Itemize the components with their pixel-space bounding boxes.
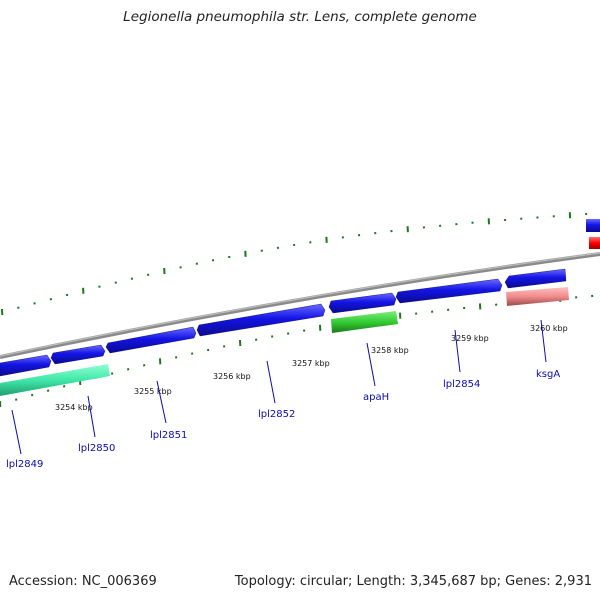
cds-feature-6 bbox=[395, 278, 503, 304]
gene-label-lpl2849: lpl2849 bbox=[6, 459, 43, 470]
gene-label-lpl2854: lpl2854 bbox=[443, 379, 480, 390]
gene-labels: lpl2849 lpl2850 lpl2851 lpl2852 apaH lpl… bbox=[6, 369, 560, 470]
gene-label-lpl2850: lpl2850 bbox=[78, 443, 115, 454]
gene-label-lpl2852: lpl2852 bbox=[258, 409, 295, 420]
kbp-label: 3254 kbp bbox=[55, 403, 93, 412]
backbone-line bbox=[0, 252, 600, 359]
kbp-labels: 3254 kbp 3255 kbp 3256 kbp 3257 kbp 3258… bbox=[55, 324, 568, 412]
kbp-label: 3256 kbp bbox=[213, 372, 251, 381]
kbp-label: 3255 kbp bbox=[134, 387, 172, 396]
gene-label-ksgA: ksgA bbox=[536, 369, 560, 380]
kbp-label: 3257 kbp bbox=[292, 359, 330, 368]
cds-feature-right-upper bbox=[586, 219, 600, 232]
map-title: Legionella pneumophila str. Lens, comple… bbox=[123, 9, 477, 25]
gene-label-lpl2851: lpl2851 bbox=[150, 430, 187, 441]
cds-feature-5 bbox=[328, 292, 397, 314]
outer-tick-ruler bbox=[1, 212, 588, 316]
accession-text: Accession: NC_006369 bbox=[9, 574, 157, 589]
cds-feature-2 bbox=[50, 344, 106, 365]
genome-summary-text: Topology: circular; Length: 3,345,687 bp… bbox=[234, 574, 592, 589]
feature-ksgA-pink bbox=[506, 287, 569, 306]
cds-feature-1 bbox=[0, 354, 52, 377]
feature-teal bbox=[0, 364, 110, 396]
kbp-label: 3259 kbp bbox=[451, 334, 489, 343]
cds-feature-4 bbox=[196, 303, 326, 337]
red-feature-right bbox=[589, 237, 600, 249]
gene-label-leaders bbox=[11, 319, 547, 455]
kbp-label: 3258 kbp bbox=[371, 346, 409, 355]
kbp-label: 3260 kbp bbox=[530, 324, 568, 333]
cds-feature-7 bbox=[504, 268, 567, 289]
feature-apaH-green bbox=[331, 311, 398, 333]
gene-label-apaH: apaH bbox=[363, 392, 389, 403]
cds-track bbox=[0, 268, 567, 377]
cds-feature-3 bbox=[105, 326, 197, 354]
